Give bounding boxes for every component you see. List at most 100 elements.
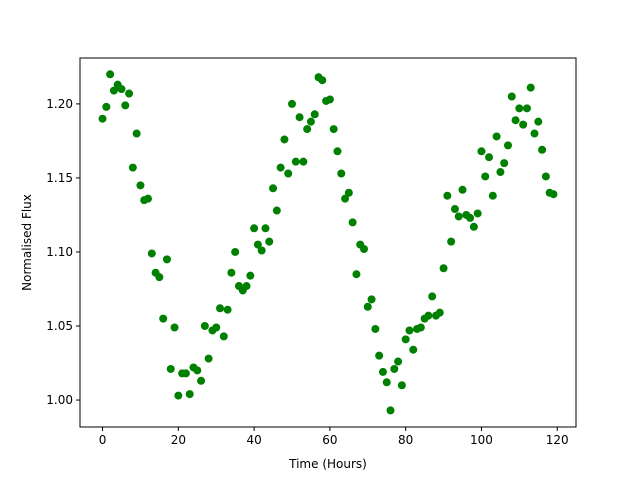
data-point <box>341 194 350 203</box>
data-point <box>450 205 459 214</box>
data-point <box>541 172 550 181</box>
data-point <box>288 99 297 108</box>
data-point <box>310 110 319 119</box>
data-point <box>496 168 505 177</box>
data-point <box>492 132 501 141</box>
data-point <box>477 147 486 156</box>
data-point <box>216 304 225 313</box>
data-point <box>329 125 338 134</box>
data-point <box>367 295 376 304</box>
data-point <box>458 185 467 194</box>
data-point <box>318 76 327 85</box>
data-point <box>144 194 153 203</box>
y-tick-label: 1.10 <box>46 245 73 259</box>
data-point <box>265 237 274 246</box>
data-point <box>280 135 289 144</box>
data-point <box>522 104 531 113</box>
data-point <box>185 390 194 399</box>
data-point <box>193 366 202 375</box>
y-tick-label: 1.20 <box>46 97 73 111</box>
data-point <box>166 364 175 373</box>
data-point <box>246 271 255 280</box>
data-point <box>333 147 342 156</box>
y-axis-label: Normalised Flux <box>20 194 34 291</box>
data-point <box>439 264 448 273</box>
data-point <box>534 117 543 126</box>
data-point <box>485 153 494 162</box>
data-point <box>416 323 425 332</box>
data-point <box>538 145 547 154</box>
data-point <box>443 191 452 200</box>
data-point <box>272 206 281 215</box>
data-point <box>511 116 520 125</box>
data-point <box>121 101 130 110</box>
data-point <box>219 332 228 341</box>
data-point <box>117 85 126 94</box>
x-tick-label: 60 <box>322 433 337 447</box>
data-point <box>428 292 437 301</box>
data-point <box>132 129 141 138</box>
data-point <box>435 308 444 317</box>
data-point <box>473 209 482 218</box>
data-point <box>102 102 111 111</box>
data-point <box>125 89 134 98</box>
data-point <box>382 378 391 387</box>
data-point <box>466 213 475 222</box>
data-point <box>159 314 168 323</box>
data-point <box>337 169 346 178</box>
data-point <box>223 305 232 314</box>
data-point <box>197 376 206 385</box>
x-tick-label: 20 <box>171 433 186 447</box>
data-point <box>231 247 240 256</box>
data-point <box>212 323 221 332</box>
data-point <box>181 369 190 378</box>
data-point <box>284 169 293 178</box>
data-point <box>136 181 145 190</box>
data-point <box>488 191 497 200</box>
data-point <box>147 249 156 258</box>
data-point <box>276 163 285 172</box>
plot-frame <box>79 57 577 428</box>
data-point <box>409 345 418 354</box>
data-point <box>170 323 179 332</box>
data-point <box>269 184 278 193</box>
x-tick-label: 120 <box>546 433 569 447</box>
data-point <box>155 273 164 282</box>
data-point <box>375 351 384 360</box>
data-point <box>352 270 361 279</box>
data-point <box>242 282 251 291</box>
data-point <box>291 157 300 166</box>
data-point <box>162 255 171 264</box>
data-point <box>515 104 524 113</box>
data-point <box>378 367 387 376</box>
x-tick-label: 0 <box>99 433 107 447</box>
data-point <box>424 311 433 320</box>
x-axis-label: Time (Hours) <box>288 457 367 471</box>
y-tick-label: 1.15 <box>46 171 73 185</box>
data-point <box>447 237 456 246</box>
data-point <box>500 159 509 168</box>
data-point <box>295 113 304 122</box>
data-point <box>454 212 463 221</box>
data-point <box>359 245 368 254</box>
data-point <box>200 322 209 331</box>
data-point <box>363 302 372 311</box>
data-point <box>227 268 236 277</box>
data-point <box>481 172 490 181</box>
data-point <box>507 92 516 101</box>
data-point <box>530 129 539 138</box>
data-point <box>371 324 380 333</box>
data-point <box>106 70 115 79</box>
x-tick-label: 40 <box>246 433 261 447</box>
data-point <box>325 95 334 104</box>
data-point <box>344 188 353 197</box>
data-point <box>526 83 535 92</box>
x-tick-label: 80 <box>398 433 413 447</box>
data-point <box>261 224 270 233</box>
data-point <box>253 240 262 249</box>
y-tick-label: 1.00 <box>46 393 73 407</box>
data-point <box>303 125 312 134</box>
data-point <box>503 141 512 150</box>
x-tick-label: 100 <box>470 433 493 447</box>
